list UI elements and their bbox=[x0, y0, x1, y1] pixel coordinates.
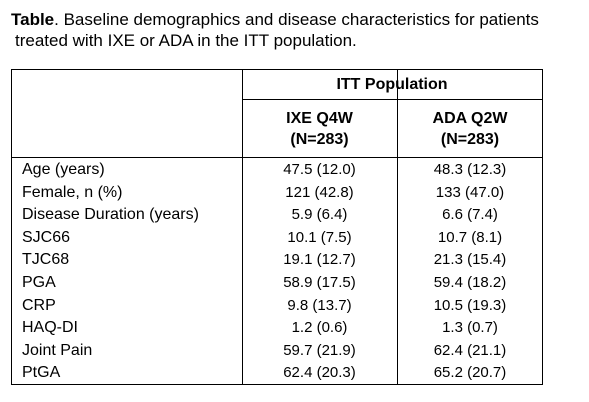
column-divider bbox=[397, 70, 398, 384]
cell-ixe: 62.4 (20.3) bbox=[283, 364, 356, 382]
cell-ixe: 19.1 (12.7) bbox=[283, 251, 356, 269]
table-row: Female, n (%) 121 (42.8) 133 (47.0) bbox=[12, 182, 542, 205]
row-label: CRP bbox=[22, 296, 56, 314]
cell-ixe: 5.9 (6.4) bbox=[291, 206, 348, 224]
row-label: Disease Duration (years) bbox=[22, 206, 199, 224]
row-label: SJC66 bbox=[22, 228, 71, 246]
row-label: Female, n (%) bbox=[22, 183, 123, 201]
cell-ada: 65.2 (20.7) bbox=[433, 364, 507, 382]
table-body: Age (years) 47.5 (12.0) 48.3 (12.3) Fema… bbox=[12, 159, 542, 385]
demographics-table: ITT Population IXE Q4W (N=283) ADA Q2W (… bbox=[11, 69, 543, 385]
column-header-n: (N=283) bbox=[440, 130, 500, 148]
row-label: Age (years) bbox=[22, 161, 105, 178]
row-label: HAQ-DI bbox=[22, 319, 78, 337]
row-label: Joint Pain bbox=[22, 341, 93, 359]
column-header-ada: ADA Q2W (N=283) bbox=[397, 100, 543, 157]
cell-ada: 1.3 (0.7) bbox=[442, 319, 498, 337]
cell-ada: 48.3 (12.3) bbox=[433, 161, 507, 178]
column-header-name: ADA Q2W bbox=[432, 109, 508, 127]
caption-text-line2: treated with IXE or ADA in the ITT popul… bbox=[15, 31, 357, 50]
cell-ixe: 58.9 (17.5) bbox=[283, 273, 356, 291]
table-row: SJC66 10.1 (7.5) 10.7 (8.1) bbox=[12, 227, 542, 250]
cell-ada: 59.4 (18.2) bbox=[433, 273, 507, 291]
column-header-n: (N=283) bbox=[290, 130, 349, 148]
column-header-name: IXE Q4W bbox=[286, 109, 353, 127]
cell-ixe: 47.5 (12.0) bbox=[283, 161, 356, 178]
cell-ada: 133 (47.0) bbox=[435, 183, 505, 201]
table-row: TJC68 19.1 (12.7) 21.3 (15.4) bbox=[12, 249, 542, 272]
header-divider bbox=[12, 157, 542, 158]
cell-ixe: 10.1 (7.5) bbox=[287, 228, 352, 246]
table-row: PGA 58.9 (17.5) 59.4 (18.2) bbox=[12, 272, 542, 295]
column-header-ixe: IXE Q4W (N=283) bbox=[242, 100, 397, 157]
group-header: ITT Population bbox=[336, 75, 448, 93]
table-row: CRP 9.8 (13.7) 10.5 (19.3) bbox=[12, 295, 542, 318]
cell-ada: 10.5 (19.3) bbox=[433, 296, 507, 314]
cell-ixe: 1.2 (0.6) bbox=[291, 319, 348, 337]
cell-ada: 10.7 (8.1) bbox=[437, 228, 503, 246]
row-label: TJC68 bbox=[22, 251, 70, 269]
table-row: Disease Duration (years) 5.9 (6.4) 6.6 (… bbox=[12, 204, 542, 227]
caption-text-line1: . Baseline demographics and disease char… bbox=[54, 10, 539, 29]
header-divider bbox=[242, 99, 542, 100]
cell-ixe: 59.7 (21.9) bbox=[283, 341, 356, 359]
cell-ixe: 9.8 (13.7) bbox=[287, 296, 352, 314]
cell-ada: 21.3 (15.4) bbox=[433, 251, 507, 269]
table-row: PtGA 62.4 (20.3) 65.2 (20.7) bbox=[12, 362, 542, 385]
cell-ada: 6.6 (7.4) bbox=[442, 206, 498, 224]
table-row: HAQ-DI 1.2 (0.6) 1.3 (0.7) bbox=[12, 317, 542, 340]
table-caption: Table. Baseline demographics and disease… bbox=[11, 9, 581, 51]
row-label: PGA bbox=[22, 273, 56, 291]
caption-lead: Table bbox=[11, 10, 55, 29]
table-row: Joint Pain 59.7 (21.9) 62.4 (21.1) bbox=[12, 340, 542, 363]
row-label: PtGA bbox=[22, 364, 61, 382]
cell-ixe: 121 (42.8) bbox=[285, 183, 354, 201]
column-divider bbox=[242, 70, 243, 384]
table-row: Age (years) 47.5 (12.0) 48.3 (12.3) bbox=[12, 159, 542, 182]
cell-ada: 62.4 (21.1) bbox=[433, 341, 507, 359]
